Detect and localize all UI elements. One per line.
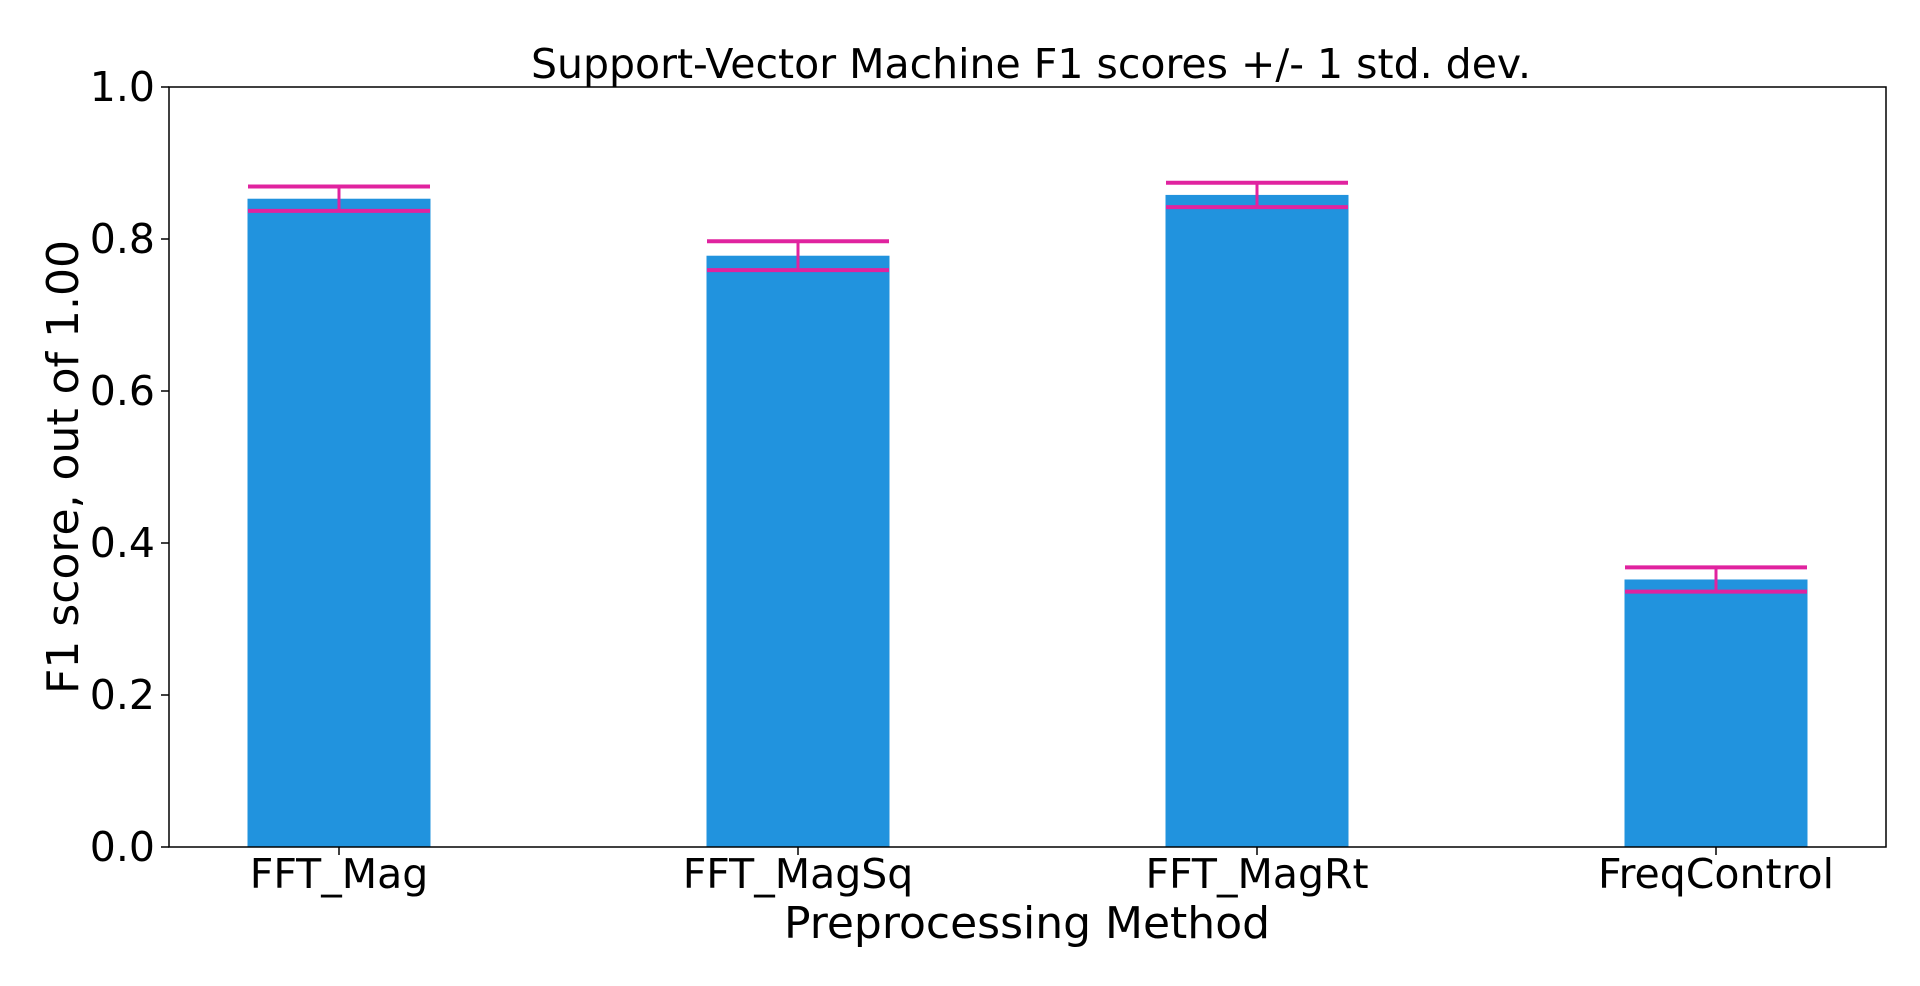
y-tick-label: 0.2: [90, 671, 155, 719]
x-tick-label-fft-magrt: FFT_MagRt: [1145, 850, 1368, 898]
y-axis-ticks: 0.0 0.2 0.4 0.6 0.8 1.0: [90, 63, 169, 871]
x-tick-label-freqcontrol: FreqControl: [1598, 850, 1834, 898]
y-axis-label: F1 score, out of 1.00: [38, 240, 89, 694]
bar-fft-magsq: [706, 255, 890, 848]
bar-fft-mag: [247, 198, 431, 848]
y-tick-label: 0.4: [90, 519, 155, 567]
chart-title: Support-Vector Machine F1 scores +/- 1 s…: [531, 40, 1531, 88]
error-bars-group: [248, 180, 1807, 594]
y-tick-label: 1.0: [90, 63, 155, 111]
x-axis-label: Preprocessing Method: [784, 898, 1270, 949]
x-tick-label-fft-mag: FFT_Mag: [250, 850, 429, 898]
y-tick-label: 0.6: [90, 367, 155, 415]
bar-fft-magrt: [1165, 194, 1349, 848]
bars-group: [247, 194, 1808, 848]
bar-freqcontrol: [1624, 579, 1808, 847]
plot-area-frame: [168, 86, 1887, 848]
x-tick-label-fft-magsq: FFT_MagSq: [683, 850, 914, 898]
y-tick-label: 0.0: [90, 823, 155, 871]
y-tick-label: 0.8: [90, 215, 155, 263]
x-axis-ticks: FFT_Mag FFT_MagSq FFT_MagRt FreqControl: [250, 847, 1834, 898]
